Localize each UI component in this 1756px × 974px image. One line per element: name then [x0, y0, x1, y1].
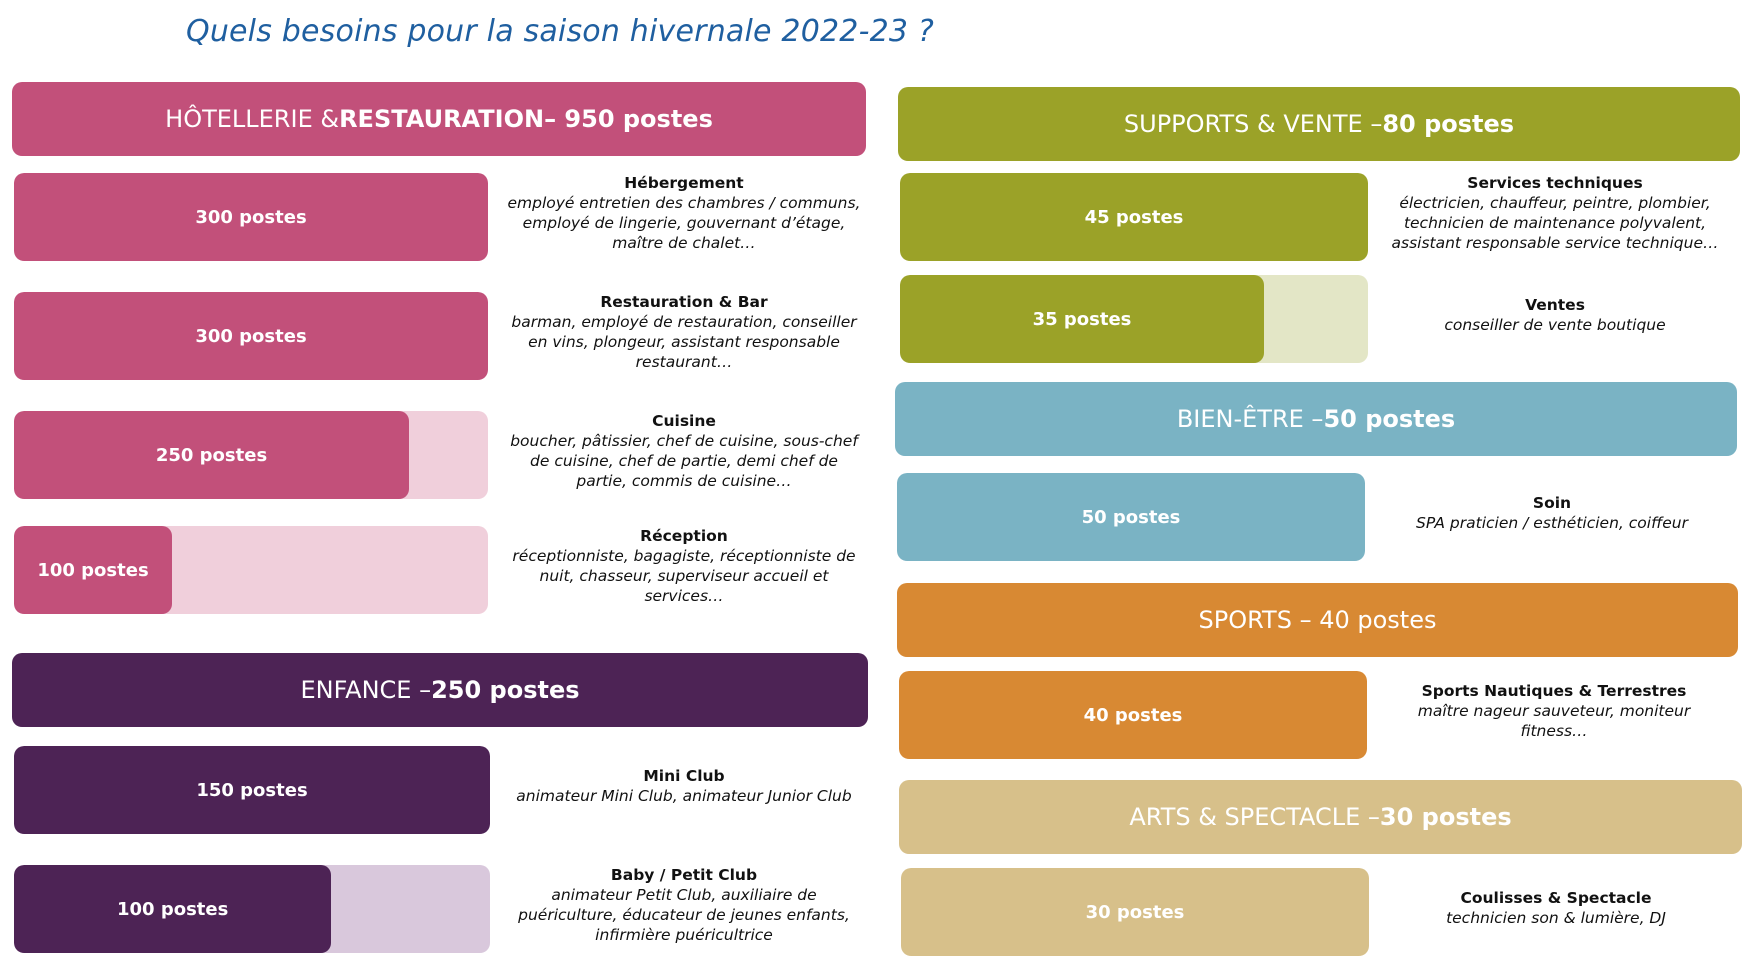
section-header-arts-spectacle: ARTS & SPECTACLE – 30 postes — [899, 780, 1742, 854]
job-category-examples: animateur Mini Club, animateur Junior Cl… — [516, 787, 852, 805]
bar-count-label: 30 postes — [1085, 901, 1185, 923]
section-header-suffix: – 950 postes — [544, 105, 713, 133]
section-header-main: 250 postes — [431, 676, 580, 704]
job-description: Cuisine boucher, pâtissier, chef de cuisi… — [506, 411, 862, 491]
section-header-sports: SPORTS – 40 postes — [897, 583, 1738, 657]
job-category-examples: maître nageur sauveteur, moniteur fitnes… — [1417, 702, 1691, 740]
job-category-title: Ventes — [1525, 296, 1585, 314]
job-category-title: Sports Nautiques & Terrestres — [1421, 682, 1687, 700]
job-category-examples: technicien son & lumière, DJ — [1446, 909, 1666, 927]
job-category-title: Baby / Petit Club — [610, 866, 758, 884]
bar-count-label: 150 postes — [196, 779, 308, 801]
section-header-main: 50 postes — [1323, 405, 1456, 433]
bar-fill: 100 postes — [14, 865, 332, 953]
bar-track: 40 postes — [899, 671, 1367, 759]
bar-fill: 300 postes — [14, 292, 488, 380]
job-description: Mini Club animateur Mini Club, animateur … — [506, 766, 862, 806]
job-category-examples: électricien, chauffeur, peintre, plombie… — [1391, 194, 1719, 252]
section-header-supports-vente: SUPPORTS & VENTE – 80 postes — [898, 87, 1740, 161]
job-description: Restauration & Bar barman, employé de res… — [506, 292, 862, 372]
job-category-examples: SPA praticien / esthéticien, coiffeur — [1415, 514, 1688, 532]
job-category-title: Coulisses & Spectacle — [1460, 889, 1652, 907]
job-category-examples: conseiller de vente boutique — [1444, 316, 1666, 334]
bar-fill: 50 postes — [897, 473, 1365, 561]
section-header-prefix: SUPPORTS & VENTE – — [1123, 110, 1383, 138]
bar-fill: 250 postes — [14, 411, 409, 499]
job-description: Sports Nautiques & Terrestres maître nage… — [1387, 681, 1721, 741]
bar-track: 300 postes — [14, 173, 488, 261]
bar-fill: 40 postes — [899, 671, 1367, 759]
bar-count-label: 300 postes — [195, 206, 307, 228]
bar-count-label: 40 postes — [1083, 704, 1183, 726]
page-title: Quels besoins pour la saison hivernale 2… — [186, 14, 935, 49]
section-header-prefix: BIEN-ÊTRE – — [1176, 405, 1324, 433]
job-category-title: Hébergement — [624, 174, 744, 192]
bar-fill: 30 postes — [901, 868, 1369, 956]
section-header-prefix: ARTS & SPECTACLE – — [1129, 803, 1380, 831]
job-description: Services techniques électricien, chauffeu… — [1388, 173, 1722, 253]
bar-fill: 45 postes — [900, 173, 1368, 261]
job-description: Hébergement employé entretien des chambre… — [506, 173, 862, 253]
job-category-examples: boucher, pâtissier, chef de cuisine, sou… — [510, 432, 858, 490]
section-header-hotellerie-restauration: HÔTELLERIE & RESTAURATION – 950 postes — [12, 82, 866, 156]
job-category-examples: animateur Petit Club, auxiliaire de puér… — [518, 886, 850, 944]
job-description: Baby / Petit Club animateur Petit Club, a… — [506, 865, 862, 945]
job-category-title: Services techniques — [1467, 174, 1643, 192]
bar-count-label: 50 postes — [1081, 506, 1181, 528]
section-header-main: RESTAURATION — [339, 105, 545, 133]
bar-fill: 150 postes — [14, 746, 490, 834]
job-description: Réception réceptionniste, bagagiste, réce… — [506, 526, 862, 606]
bar-track: 300 postes — [14, 292, 488, 380]
section-header-bien-etre: BIEN-ÊTRE – 50 postes — [895, 382, 1737, 456]
bar-track: 150 postes — [14, 746, 490, 834]
job-category-title: Restauration & Bar — [600, 293, 768, 311]
job-category-title: Soin — [1532, 494, 1572, 512]
job-description: Coulisses & Spectacle technicien son & lu… — [1389, 888, 1723, 928]
bar-fill: 100 postes — [14, 526, 172, 614]
job-category-examples: réceptionniste, bagagiste, réceptionnist… — [512, 547, 856, 605]
section-header-main: 80 postes — [1382, 110, 1515, 138]
bar-track: 45 postes — [900, 173, 1368, 261]
bar-count-label: 45 postes — [1084, 206, 1184, 228]
job-description: Ventes conseiller de vente boutique — [1388, 295, 1722, 335]
section-header-prefix: SPORTS – 40 postes — [1198, 606, 1437, 634]
bar-track: 100 postes — [14, 526, 488, 614]
bar-track: 30 postes — [901, 868, 1369, 956]
bar-track: 35 postes — [900, 275, 1368, 363]
bar-fill: 300 postes — [14, 173, 488, 261]
section-header-enfance: ENFANCE – 250 postes — [12, 653, 868, 727]
job-category-title: Réception — [640, 527, 728, 545]
bar-track: 50 postes — [897, 473, 1365, 561]
bar-count-label: 100 postes — [37, 559, 149, 581]
bar-track: 100 postes — [14, 865, 490, 953]
bar-count-label: 250 postes — [155, 444, 268, 466]
job-category-examples: barman, employé de restauration, conseil… — [511, 313, 857, 371]
bar-count-label: 35 postes — [1032, 308, 1132, 330]
job-description: Soin SPA praticien / esthéticien, coiffeu… — [1385, 493, 1719, 533]
bar-track: 250 postes — [14, 411, 488, 499]
job-category-title: Cuisine — [652, 412, 716, 430]
section-header-prefix: HÔTELLERIE & — [165, 105, 340, 133]
section-header-prefix: ENFANCE – — [300, 676, 432, 704]
job-category-examples: employé entretien des chambres / communs… — [507, 194, 861, 252]
bar-count-label: 300 postes — [195, 325, 307, 347]
job-category-title: Mini Club — [643, 767, 725, 785]
section-header-main: 30 postes — [1379, 803, 1512, 831]
bar-fill: 35 postes — [900, 275, 1264, 363]
bar-count-label: 100 postes — [116, 898, 229, 920]
